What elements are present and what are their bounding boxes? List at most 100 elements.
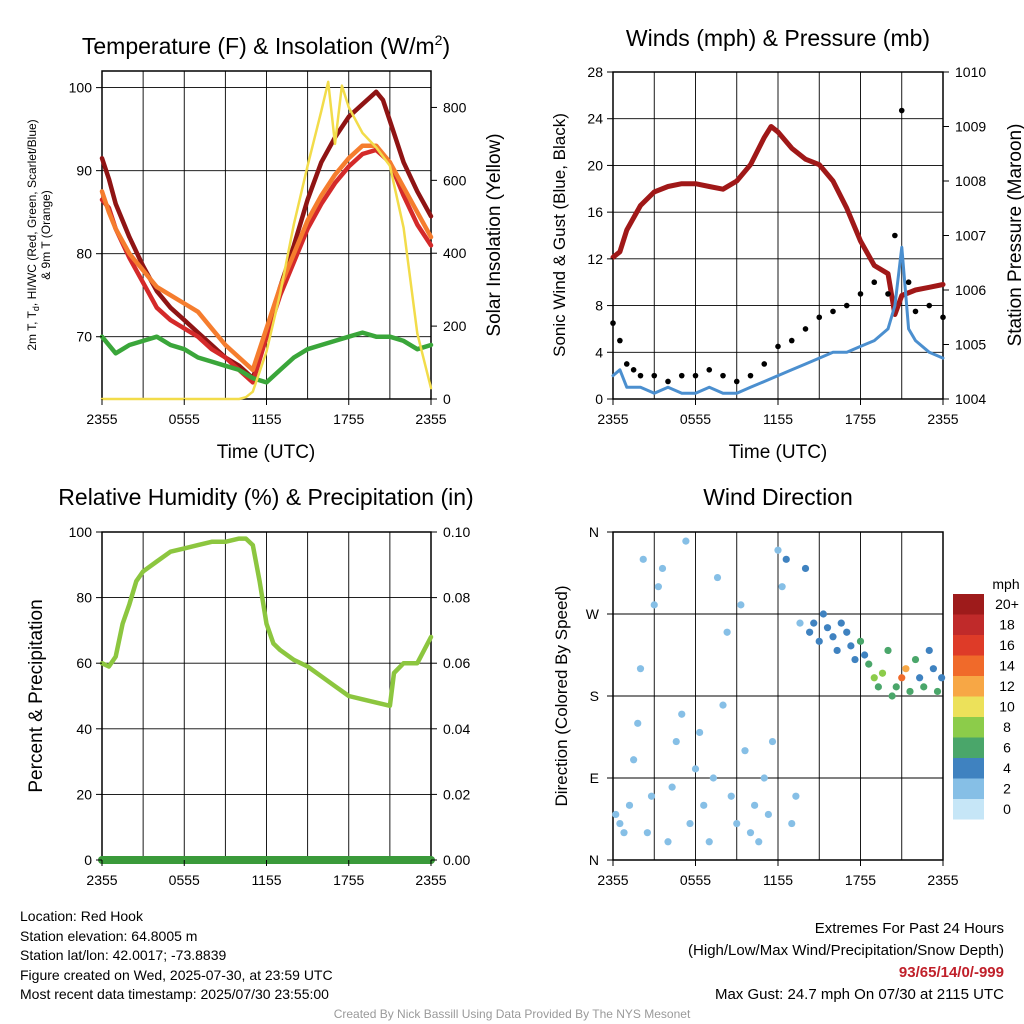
direction-point	[643, 829, 651, 837]
gust-point	[816, 314, 823, 321]
right-tick-label: 0.02	[443, 786, 470, 802]
extremes-info: Extremes For Past 24 Hours (High/Low/Max…	[688, 918, 1004, 1006]
colorbar-swatch	[953, 758, 984, 779]
direction-point	[856, 637, 865, 645]
direction-point	[865, 660, 873, 668]
direction-point	[920, 683, 928, 691]
humidity-panel-title: Relative Humidity (%) & Precipitation (i…	[58, 484, 473, 510]
colorbar-label: 6	[1003, 740, 1011, 756]
wind-pressure-grid	[612, 71, 944, 400]
direction-point	[916, 674, 924, 682]
direction-point	[696, 728, 704, 737]
gust-point	[885, 291, 891, 297]
direction-point	[815, 637, 823, 645]
insolation-y-label: Solar Insolation (Yellow)	[484, 133, 505, 336]
colorbar-swatch	[953, 676, 984, 697]
direction-point	[634, 719, 642, 727]
gust-point	[623, 361, 630, 367]
direction-point	[847, 642, 855, 650]
direction-tick-label: N	[589, 524, 599, 540]
direction-tick-label: N	[589, 852, 599, 868]
right-tick-label: 1008	[955, 173, 986, 189]
direction-point	[801, 564, 810, 573]
direction-point	[723, 628, 731, 636]
colorbar-swatch	[953, 737, 984, 758]
x-tick-label: 1755	[333, 411, 364, 427]
direction-point	[691, 765, 700, 773]
colorbar-label: 16	[999, 637, 1015, 653]
direction-point	[833, 646, 841, 655]
gust-point	[637, 372, 644, 379]
wind-pressure-x-label: Time (UTC)	[729, 442, 828, 463]
right-tick-label: 600	[443, 172, 467, 188]
gust-point	[610, 320, 616, 326]
extremes-values: 93/65/14/0/-999	[898, 964, 1004, 981]
gust-point	[898, 107, 905, 114]
temperature-panel: Temperature (F) & Insolation (W/m2) 2355…	[25, 32, 505, 463]
wind-direction-points	[612, 537, 946, 846]
station-info: Location: Red Hook Station elevation: 64…	[20, 907, 333, 1005]
x-tick-label: 2355	[415, 411, 446, 427]
colorbar-label: 12	[999, 678, 1015, 694]
humidity-y-label: Percent & Precipitation	[26, 599, 47, 792]
direction-point	[829, 633, 837, 641]
max-gust: Max Gust: 24.7 mph On 07/30 at 2115 UTC	[714, 986, 1004, 1003]
colorbar-label: 2	[1003, 781, 1011, 797]
dewpoint-series-line	[99, 330, 434, 385]
extremes-title: Extremes For Past 24 Hours	[814, 920, 1004, 937]
x-tick-label: 1755	[333, 872, 364, 888]
gust-point	[843, 302, 850, 309]
colorbar-label: 4	[1003, 760, 1011, 776]
wind-direction-title: Wind Direction	[703, 484, 853, 510]
direction-point	[625, 801, 634, 809]
direction-point	[650, 601, 658, 609]
colorbar-label: 8	[1003, 719, 1011, 735]
x-tick-label: 1155	[763, 872, 793, 888]
speed-colorbar: 20+ 18 16 14 12 10 8 6 4 2 0	[953, 594, 1019, 820]
left-tick-label: 4	[595, 344, 603, 360]
colorbar-swatch	[953, 635, 984, 656]
direction-point	[639, 555, 647, 563]
direction-point	[620, 829, 628, 837]
direction-point	[782, 555, 790, 563]
direction-point	[727, 792, 735, 800]
direction-point	[616, 819, 624, 828]
left-tick-label: 90	[76, 163, 92, 179]
direction-point	[884, 646, 892, 655]
direction-tick-label: S	[590, 688, 599, 704]
left-tick-label: 8	[595, 298, 603, 314]
direction-point	[612, 810, 620, 819]
left-tick-label: 20	[587, 157, 603, 173]
left-tick-label: 12	[587, 251, 603, 267]
direction-point	[778, 583, 786, 591]
direction-point	[672, 737, 680, 746]
direction-point	[746, 829, 755, 837]
left-tick-label: 28	[587, 64, 603, 80]
direction-point	[668, 783, 676, 791]
direction-point	[636, 665, 645, 673]
right-tick-label: 0.08	[443, 590, 470, 606]
direction-point	[737, 601, 745, 609]
direction-point	[810, 619, 818, 627]
direction-point	[630, 756, 638, 764]
x-tick-label: 1755	[845, 872, 876, 888]
direction-point	[647, 792, 656, 800]
direction-point	[741, 747, 749, 755]
direction-point	[892, 683, 900, 691]
direction-point	[929, 665, 937, 673]
right-tick-label: 1004	[955, 391, 986, 407]
gust-point	[830, 308, 836, 315]
humidity-ticks: 2355 0555 1155 1755 2355 0 20 40 60 80 100 0.00 0.02…	[69, 524, 471, 888]
gust-point	[802, 326, 809, 332]
direction-tick-label: E	[590, 770, 599, 786]
colorbar-swatch	[953, 655, 984, 676]
gust-point	[733, 378, 740, 385]
pressure-y-label: Station Pressure (Maroon)	[1005, 124, 1024, 347]
gust-point	[720, 372, 726, 379]
gust-point	[905, 279, 912, 286]
x-tick-label: 0555	[169, 872, 200, 888]
left-tick-label: 20	[76, 786, 92, 802]
direction-point	[755, 838, 763, 846]
direction-point	[682, 537, 690, 545]
right-tick-label: 0.04	[443, 721, 470, 737]
